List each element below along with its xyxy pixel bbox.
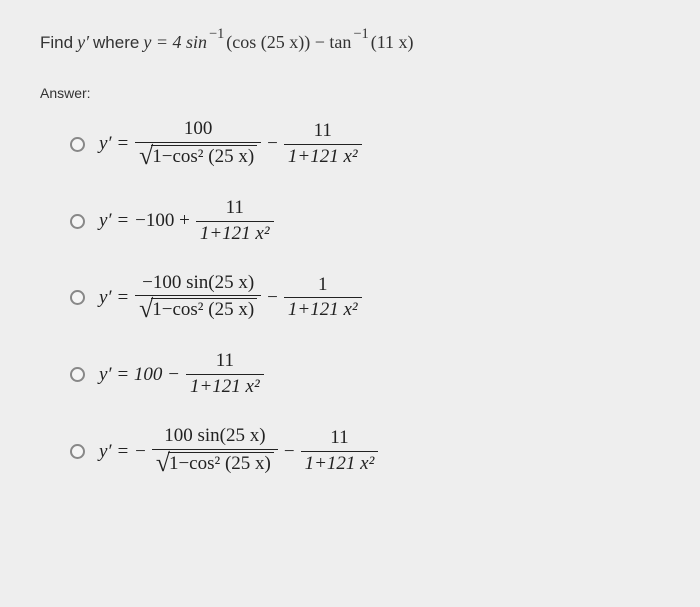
option-1[interactable]: y′ = 100 √ 1−cos² (25 x) − 11 1+121 x² [70, 119, 660, 170]
o3-num2: 1 [314, 275, 332, 298]
o3-lhs: y′ = [99, 287, 129, 309]
question-page: Find y′ where y = 4 sin −1 (cos (25 x)) … [0, 0, 700, 537]
sqrt-icon: √ 1−cos² (25 x) [156, 452, 274, 475]
o3-frac1: −100 sin(25 x) √ 1−cos² (25 x) [135, 273, 261, 324]
o4-num: 11 [212, 351, 238, 374]
q-where: where [93, 33, 139, 53]
option-4[interactable]: y′ = 100 − 11 1+121 x² [70, 351, 660, 398]
radio-icon[interactable] [70, 290, 85, 305]
o3-den2: 1+121 x² [284, 297, 362, 321]
o5-frac1: 100 sin(25 x) √ 1−cos² (25 x) [152, 426, 278, 477]
q-prefix: Find [40, 33, 73, 53]
o1-minus: − [267, 133, 278, 155]
radio-icon[interactable] [70, 367, 85, 382]
options-group: y′ = 100 √ 1−cos² (25 x) − 11 1+121 x² [40, 119, 660, 477]
o5-minus: − [284, 441, 295, 463]
o2-den: 1+121 x² [196, 221, 274, 245]
option-2[interactable]: y′ = −100 + 11 1+121 x² [70, 198, 660, 245]
q-mid: (cos (25 x)) − tan [226, 32, 351, 53]
option-5-math: y′ = − 100 sin(25 x) √ 1−cos² (25 x) − 1… [99, 426, 378, 477]
o5-frac2: 11 1+121 x² [301, 428, 379, 475]
radio-icon[interactable] [70, 444, 85, 459]
o1-den2: 1+121 x² [284, 144, 362, 168]
option-2-math: y′ = −100 + 11 1+121 x² [99, 198, 274, 245]
o1-num1: 100 [180, 119, 217, 142]
option-3-math: y′ = −100 sin(25 x) √ 1−cos² (25 x) − 1 … [99, 273, 362, 324]
o3-num1: −100 sin(25 x) [138, 273, 258, 296]
o5-num1: 100 sin(25 x) [160, 426, 269, 449]
q-exp2: −1 [353, 26, 368, 43]
answer-label: Answer: [40, 85, 660, 101]
q-eq: y = 4 sin [143, 32, 207, 53]
o5-den1: 1−cos² (25 x) [168, 452, 274, 475]
q-yprime: y′ [77, 32, 89, 53]
o5-neg: − [135, 441, 146, 463]
q-expr: y = 4 sin −1 (cos (25 x)) − tan −1 (11 x… [143, 32, 413, 53]
o2-frac: 11 1+121 x² [196, 198, 274, 245]
o2-lhs: y′ = [99, 210, 129, 232]
o3-minus: − [267, 287, 278, 309]
o1-frac2: 11 1+121 x² [284, 121, 362, 168]
option-5[interactable]: y′ = − 100 sin(25 x) √ 1−cos² (25 x) − 1… [70, 426, 660, 477]
o5-num2: 11 [326, 428, 352, 451]
radio-icon[interactable] [70, 214, 85, 229]
o4-den: 1+121 x² [186, 374, 264, 398]
o1-num2: 11 [310, 121, 336, 144]
q-tail: (11 x) [371, 32, 414, 53]
o4-lhs: y′ = 100 − [99, 364, 180, 386]
o1-lhs: y′ = [99, 133, 129, 155]
option-4-math: y′ = 100 − 11 1+121 x² [99, 351, 264, 398]
o4-frac: 11 1+121 x² [186, 351, 264, 398]
sqrt-icon: √ 1−cos² (25 x) [139, 298, 257, 321]
q-exp1: −1 [209, 26, 224, 43]
option-3[interactable]: y′ = −100 sin(25 x) √ 1−cos² (25 x) − 1 … [70, 273, 660, 324]
o5-den2: 1+121 x² [301, 451, 379, 475]
o3-frac2: 1 1+121 x² [284, 275, 362, 322]
o5-lhs: y′ = [99, 441, 129, 463]
o3-den1: 1−cos² (25 x) [151, 298, 257, 321]
option-1-math: y′ = 100 √ 1−cos² (25 x) − 11 1+121 x² [99, 119, 362, 170]
o2-a: −100 + [135, 210, 190, 232]
radio-icon[interactable] [70, 137, 85, 152]
sqrt-icon: √ 1−cos² (25 x) [139, 145, 257, 168]
o1-den1: 1−cos² (25 x) [151, 145, 257, 168]
question-text: Find y′ where y = 4 sin −1 (cos (25 x)) … [40, 32, 660, 53]
o1-frac1: 100 √ 1−cos² (25 x) [135, 119, 261, 170]
o2-num: 11 [222, 198, 248, 221]
